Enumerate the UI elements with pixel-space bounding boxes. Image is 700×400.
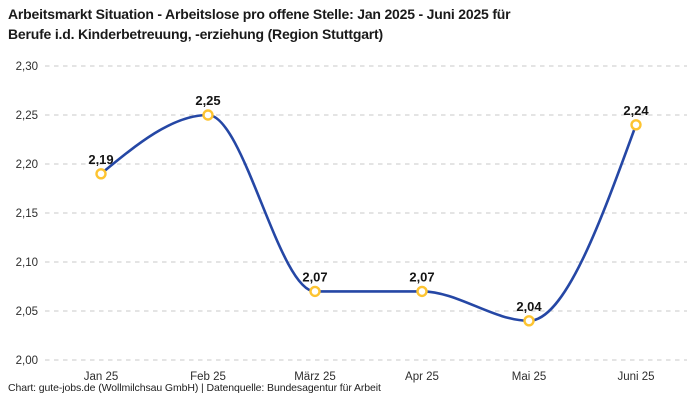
y-axis-tick-label: 2,30 (16, 61, 38, 73)
data-point-marker[interactable] (202, 109, 214, 121)
data-point-marker[interactable] (95, 168, 107, 180)
x-axis-label: Mai 25 (512, 371, 547, 383)
data-point-marker[interactable] (523, 315, 535, 327)
data-point-marker[interactable] (630, 119, 642, 131)
chart-attribution: Chart: gute-jobs.de (Wollmilchsau GmbH) … (8, 382, 381, 394)
x-axis-label: März 25 (294, 371, 336, 383)
chart-title-line2: Berufe i.d. Kinderbetreuung, -erziehung … (8, 26, 383, 42)
y-axis-tick-label: 2,10 (16, 257, 38, 269)
x-axis-label: Apr 25 (405, 371, 439, 383)
data-point-label: 2,07 (409, 269, 434, 284)
x-axis-label: Juni 25 (617, 371, 654, 383)
data-point-label: 2,25 (195, 93, 220, 108)
y-axis-tick-label: 2,20 (16, 159, 38, 171)
chart-title: Arbeitsmarkt Situation - Arbeitslose pro… (8, 4, 688, 44)
y-axis-tick-label: 2,00 (16, 355, 38, 367)
data-point-label: 2,19 (88, 152, 113, 167)
y-axis-tick-label: 2,05 (16, 306, 38, 318)
data-point-marker[interactable] (416, 285, 428, 298)
chart-title-line1: Arbeitsmarkt Situation - Arbeitslose pro… (8, 6, 511, 22)
data-point-label: 2,07 (302, 269, 327, 284)
data-point-label: 2,04 (516, 299, 542, 314)
y-axis-tick-label: 2,15 (16, 208, 38, 220)
data-point-label: 2,24 (623, 103, 649, 118)
data-point-marker[interactable] (309, 285, 321, 298)
x-axis-label: Jan 25 (84, 371, 119, 383)
y-axis-tick-label: 2,25 (16, 110, 38, 122)
series-line (99, 113, 638, 323)
x-axis-label: Feb 25 (190, 371, 226, 383)
